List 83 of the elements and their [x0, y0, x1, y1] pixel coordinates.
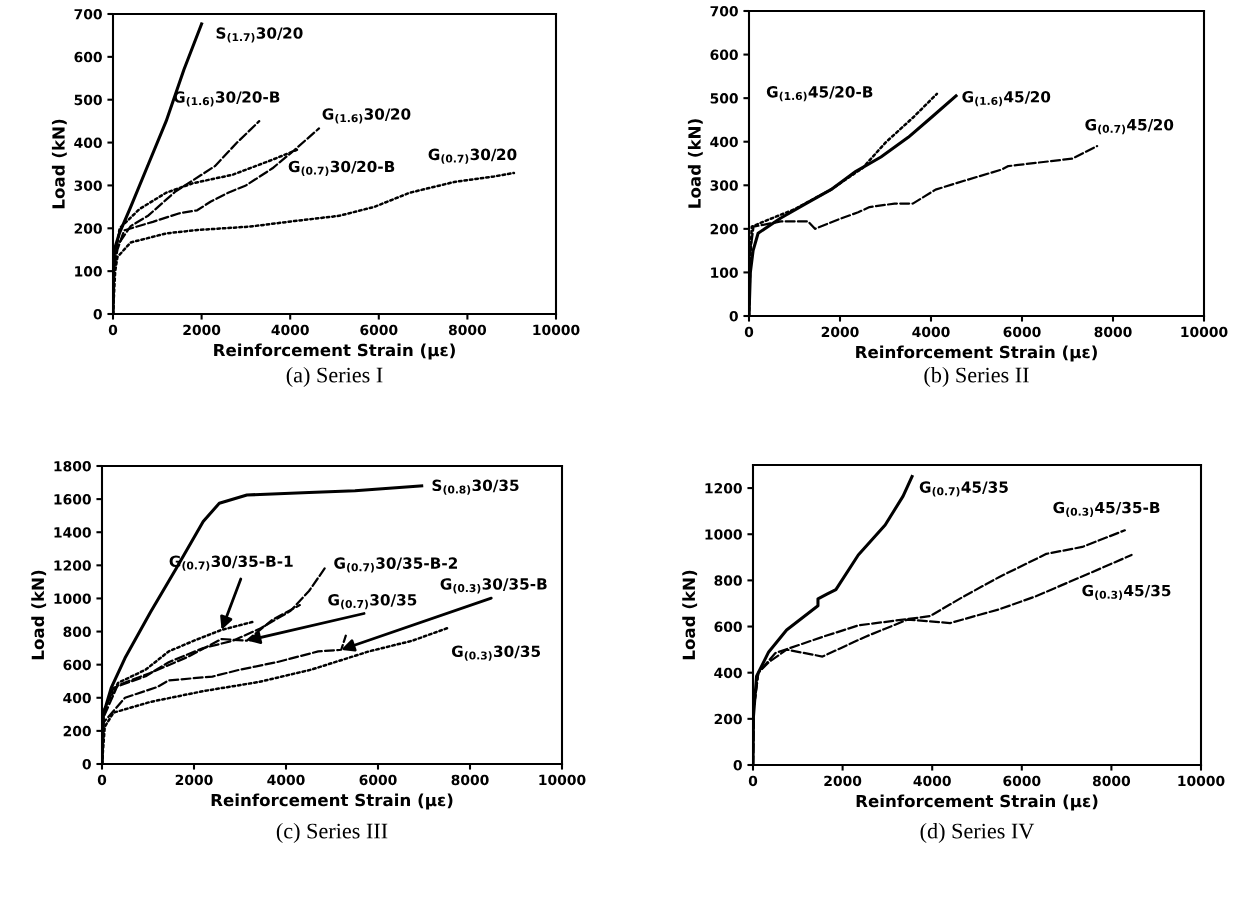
- series-label: G$_{(0.7)}$30/20-B: [288, 160, 395, 176]
- y-axis-title: Load (kN): [682, 570, 698, 660]
- text: G$_{(1.6)}$45/20-B: [766, 86, 873, 102]
- y-tick-label: 600: [710, 49, 738, 61]
- y-tick-label: 400: [63, 692, 91, 704]
- series-label: S$_{(1.7)}$30/20: [216, 27, 303, 43]
- series-label: G$_{(0.7)}$30/20: [428, 148, 517, 164]
- y-tick-label: 100: [711, 267, 738, 278]
- series-label: G$_{(1.6)}$30/20: [322, 108, 411, 124]
- x-tick-label: 2000: [183, 324, 221, 336]
- y-axis-title: Load (kN): [51, 119, 67, 209]
- x-tick-label: 10000: [1181, 326, 1228, 338]
- y-tick-label: 500: [710, 93, 738, 104]
- x-tick-label: 4000: [913, 775, 951, 787]
- x-tick-label: 8000: [451, 774, 489, 786]
- y-tick-label: 1200: [54, 560, 91, 571]
- y-tick-label: 500: [74, 94, 102, 106]
- y-tick-label: 200: [714, 713, 742, 725]
- x-tick-label: 2000: [821, 326, 859, 338]
- y-tick-label: 0: [93, 308, 102, 320]
- y-tick-label: 1000: [54, 593, 91, 604]
- x-axis-title: Reinforcement Strain (με): [856, 345, 1097, 362]
- x-tick-label: 8000: [1092, 775, 1131, 787]
- x-axis-title: Reinforcement Strain (με): [214, 343, 455, 360]
- y-tick-label: 1400: [54, 527, 91, 538]
- x-tick-label: 8000: [1094, 326, 1132, 338]
- text: G$_{(0.3)}$30/35-B: [440, 578, 547, 594]
- y-tick-label: 800: [63, 626, 91, 638]
- y-axis-title: Load (kN): [31, 570, 47, 660]
- x-tick-label: 6000: [1003, 775, 1041, 787]
- y-tick-label: 800: [714, 575, 742, 586]
- x-tick-label: 4000: [271, 324, 309, 336]
- text: (d) Series IV: [920, 822, 1035, 844]
- y-tick-label: 600: [74, 51, 102, 63]
- x-tick-label: 2000: [824, 775, 862, 787]
- y-tick-label: 400: [710, 136, 738, 148]
- y-tick-label: 1600: [54, 494, 91, 505]
- y-tick-label: 1800: [54, 460, 91, 472]
- x-tick-label: 8000: [448, 324, 487, 336]
- y-tick-label: 400: [714, 667, 742, 679]
- y-tick-label: 200: [63, 725, 91, 737]
- y-tick-label: 0: [733, 759, 742, 771]
- series-label: G$_{(0.3)}$45/35: [1082, 584, 1171, 601]
- series-label: G$_{(0.7)}$30/35: [328, 594, 417, 610]
- y-tick-label: 300: [710, 180, 738, 191]
- x-tick-label: 0: [748, 775, 758, 787]
- x-axis-title: Reinforcement Strain (με): [211, 793, 453, 810]
- y-tick-label: 100: [75, 266, 102, 277]
- y-tick-label: 0: [82, 758, 91, 770]
- y-axis-title: Load (kN): [687, 119, 703, 208]
- y-tick-label: 600: [63, 659, 91, 671]
- x-axis-title: Reinforcement Strain (με): [856, 794, 1098, 811]
- x-tick-label: 0: [108, 324, 118, 336]
- series-label: S$_{(0.8)}$30/35: [432, 479, 519, 495]
- x-tick-label: 4000: [912, 326, 950, 338]
- series-label: G$_{(0.3)}$30/35: [451, 645, 541, 661]
- series-label: G$_{(0.7)}$30/35-B-2: [334, 557, 457, 573]
- text: (b) Series II: [924, 366, 1029, 388]
- series-label: G$_{(1.6)}$45/20: [962, 91, 1051, 107]
- x-tick-label: 6000: [1003, 326, 1041, 338]
- y-tick-label: 200: [710, 223, 738, 235]
- series-label: G$_{(0.7)}$45/35: [919, 481, 1008, 497]
- y-tick-label: 700: [710, 5, 738, 17]
- y-tick-label: 200: [74, 223, 102, 234]
- y-tick-label: 400: [74, 137, 102, 149]
- series-label: G$_{(0.3)}$45/35-B: [1053, 501, 1160, 518]
- x-tick-label: 10000: [539, 774, 586, 786]
- x-tick-label: 10000: [1178, 775, 1225, 787]
- x-tick-label: 4000: [267, 774, 305, 786]
- y-tick-label: 600: [714, 621, 742, 633]
- text: (a) Series I: [286, 366, 383, 388]
- x-tick-label: 6000: [359, 774, 397, 786]
- y-tick-label: 1200: [705, 483, 742, 494]
- x-tick-label: 10000: [533, 324, 580, 336]
- y-tick-label: 300: [74, 180, 102, 191]
- x-tick-label: 2000: [175, 774, 213, 786]
- y-tick-label: 1000: [705, 529, 742, 540]
- x-tick-label: 6000: [360, 324, 398, 336]
- x-tick-label: 0: [744, 326, 754, 338]
- text: (c) Series III: [276, 822, 388, 844]
- y-tick-label: 700: [74, 8, 102, 20]
- y-tick-label: 0: [729, 310, 738, 322]
- series-label: G$_{(0.7)}$45/20: [1085, 118, 1174, 135]
